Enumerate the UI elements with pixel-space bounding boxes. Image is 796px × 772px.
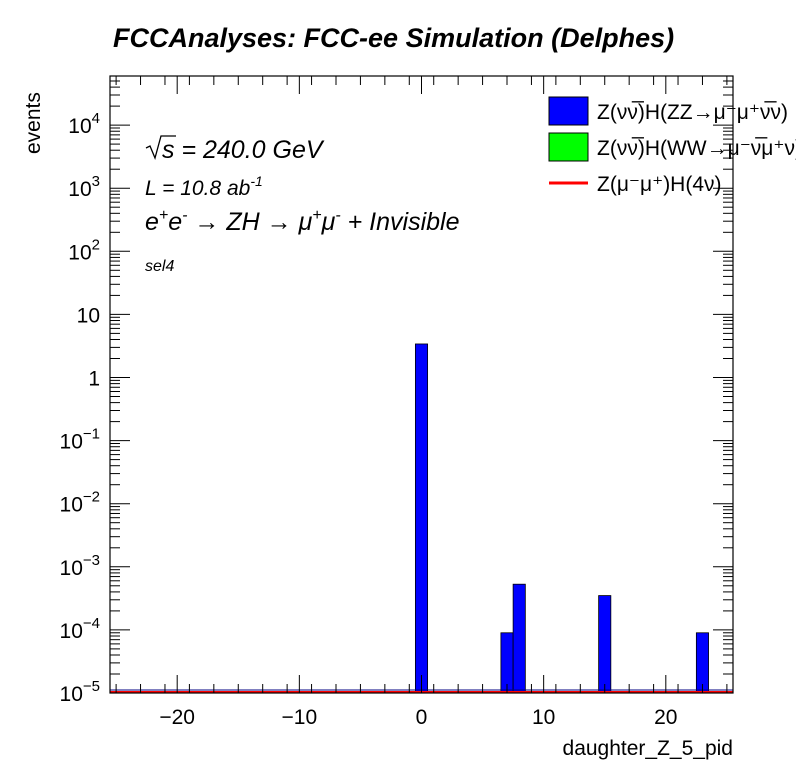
- sqrt-s-label: s = 240.0 GeV: [162, 136, 325, 164]
- bar-0-2: [512, 583, 526, 694]
- bar-0-4: [695, 632, 709, 694]
- x-tick-label: −10: [282, 706, 318, 729]
- y-tick-label: 10−1: [60, 426, 100, 454]
- bar-0-1: [500, 632, 514, 694]
- x-axis-label: daughter_Z_5_pid: [563, 737, 733, 760]
- x-tick-label: 10: [532, 706, 555, 729]
- process-e2-sup: -: [182, 207, 187, 224]
- luminosity-text: L = 10.8 ab: [145, 177, 251, 200]
- y-tick-label: 103: [68, 173, 100, 201]
- x-tick-label: −20: [159, 706, 195, 729]
- process-e2: e: [168, 208, 182, 236]
- y-axis-label: events: [22, 92, 45, 154]
- y-tick-label: 1: [88, 368, 100, 391]
- y-tick-label: 10−2: [60, 489, 100, 517]
- plot-frame: [109, 75, 734, 694]
- x-tick-label: 20: [654, 706, 677, 729]
- sqrt-s-annotation: s = 240.0 GeV: [145, 135, 325, 164]
- axis-ticks: −20 −10 0 10 20 10−5 10−4 10−3 10−2 10−1 1 10 102 103…: [60, 76, 733, 729]
- legend: Z(νν̅)H(ZZ→μ⁻μ⁺ν̅ν) Z(νν̅)H(WW→μ⁻ν̅μ⁺ν) …: [548, 96, 796, 196]
- process-e1: e: [145, 208, 159, 236]
- luminosity-exponent: -1: [250, 173, 262, 189]
- y-tick-label: 102: [68, 236, 100, 264]
- process-e1-sup: +: [159, 207, 168, 224]
- process-mu2: μ: [321, 208, 336, 236]
- x-tick-label: 0: [416, 706, 428, 729]
- chart-title: FCCAnalyses: FCC-ee Simulation (Delphes): [113, 23, 674, 53]
- bar-0-0: [414, 343, 429, 694]
- y-tick-label: 10−4: [60, 615, 100, 643]
- y-tick-label: 104: [68, 110, 100, 138]
- sqrt-symbol: [145, 135, 176, 160]
- bar-0-3: [598, 595, 612, 694]
- y-tick-label: 10−3: [60, 552, 100, 580]
- y-tick-label: 10: [77, 304, 100, 327]
- legend-swatch-ww: [548, 132, 589, 162]
- legend-label-zz: Z(νν̅)H(ZZ→μ⁻μ⁺ν̅ν): [597, 101, 788, 124]
- process-tail: + Invisible: [341, 208, 460, 236]
- plot-area: [110, 343, 733, 694]
- process-mu2-sup: -: [335, 207, 340, 224]
- y-tick-label: 10−5: [60, 678, 100, 706]
- luminosity-label: L = 10.8 ab-1: [145, 173, 263, 200]
- selection-label: sel4: [145, 258, 174, 275]
- process-mu1: μ: [298, 208, 313, 236]
- process-arrow: → ZH →: [187, 208, 298, 236]
- legend-swatch-zz: [548, 96, 589, 126]
- legend-label-ww: Z(νν̅)H(WW→μ⁻ν̅μ⁺ν): [597, 137, 796, 160]
- process-mu1-sup: +: [312, 207, 321, 224]
- process-label: e+e- → ZH → μ+μ- + Invisible: [145, 207, 459, 236]
- legend-label-4nu: Z(μ⁻μ⁺)H(4ν): [597, 173, 722, 196]
